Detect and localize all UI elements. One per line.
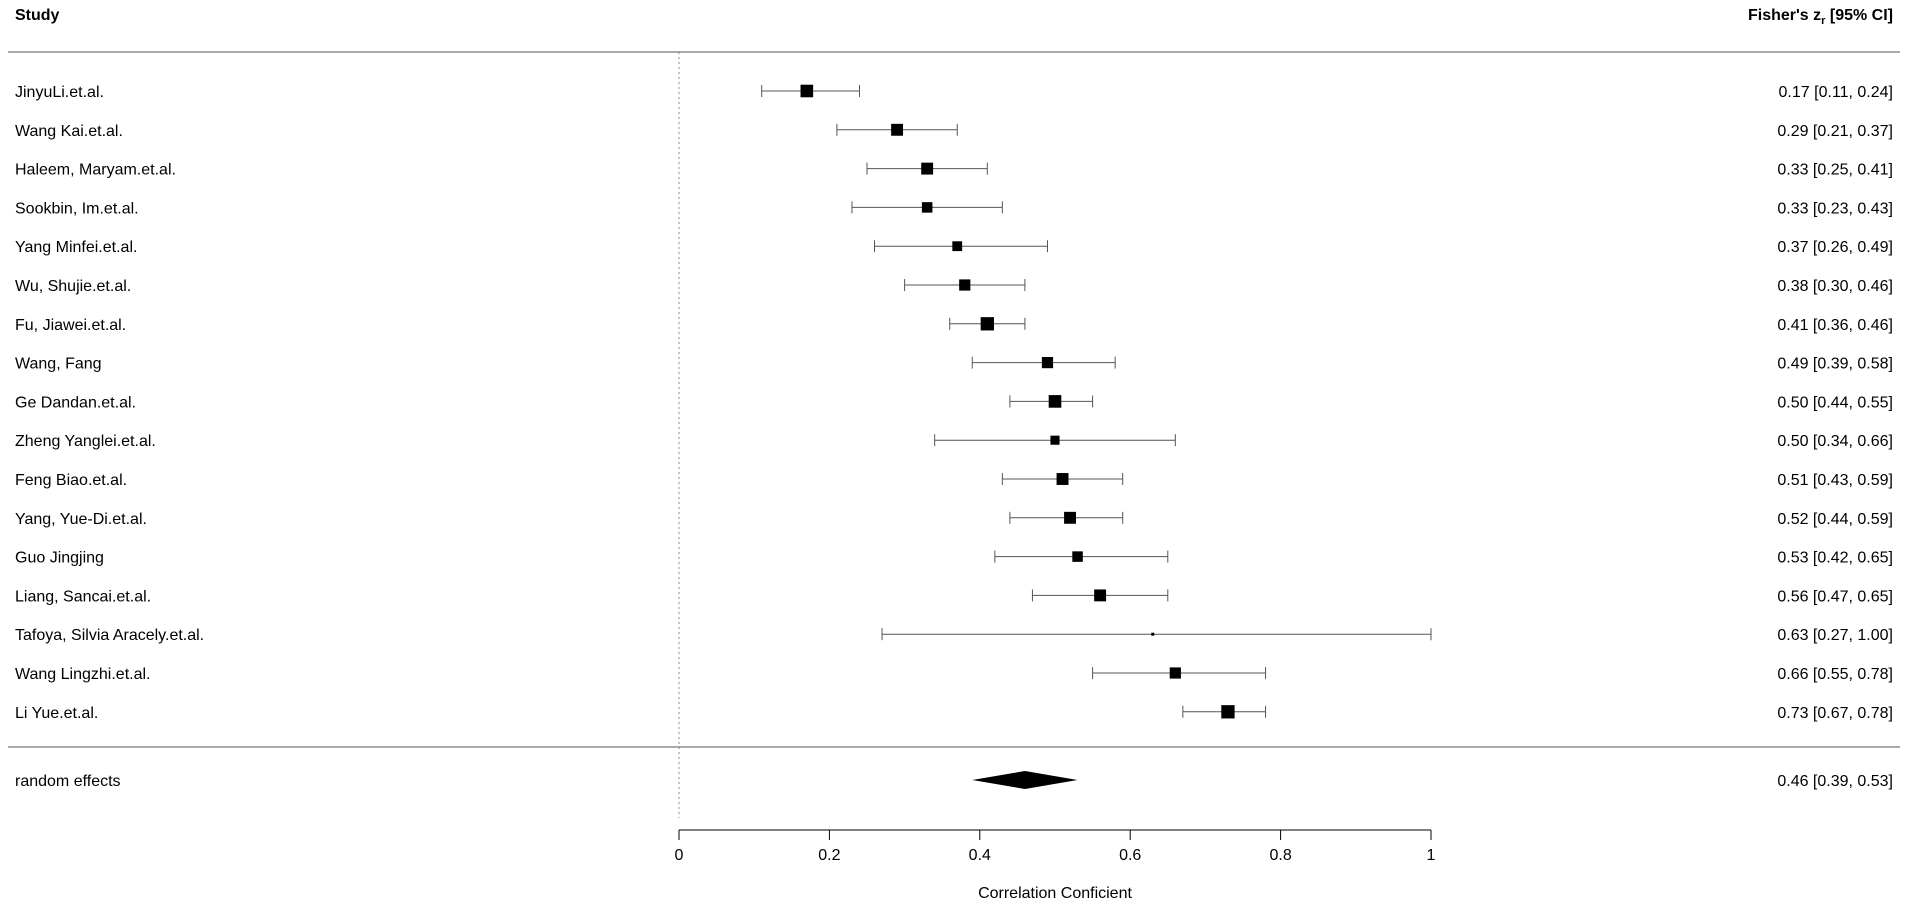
study-name: Zheng Yanglei.et.al.	[15, 433, 156, 450]
x-tick-label: 0	[675, 847, 684, 864]
point-estimate	[891, 123, 904, 136]
header-effect-size: Fisher's zr [95% CI]	[1748, 7, 1893, 27]
study-row: Liang, Sancai.et.al. 0.56 [0.47, 0.65]	[15, 588, 1893, 605]
point-estimate	[921, 202, 933, 213]
estimate-text: 0.33 [0.23, 0.43]	[1777, 200, 1893, 217]
point-estimate	[980, 317, 994, 331]
point-estimate	[952, 241, 963, 252]
study-rows: JinyuLi.et.al. 0.17 [0.11, 0.24] Wang Kai.…	[15, 84, 1893, 722]
study-name: Wu, Shujie.et.al.	[15, 278, 131, 295]
estimate-text: 0.41 [0.36, 0.46]	[1777, 317, 1893, 334]
point-estimate	[1221, 705, 1235, 719]
study-row: Ge Dandan.et.al. 0.50 [0.44, 0.55]	[15, 394, 1893, 411]
summary-label: random effects	[15, 773, 121, 790]
study-row: Feng Biao.et.al. 0.51 [0.43, 0.59]	[15, 472, 1893, 489]
estimate-text: 0.63 [0.27, 1.00]	[1777, 627, 1893, 644]
estimate-text: 0.50 [0.34, 0.66]	[1777, 433, 1893, 450]
study-name: Feng Biao.et.al.	[15, 472, 127, 489]
x-tick-label: 0.8	[1269, 847, 1291, 864]
point-estimate	[1151, 632, 1155, 636]
study-name: Liang, Sancai.et.al.	[15, 588, 151, 605]
header-effect-prefix: Fisher's z	[1748, 7, 1821, 24]
estimate-text: 0.37 [0.26, 0.49]	[1777, 239, 1893, 256]
study-row: Wu, Shujie.et.al. 0.38 [0.30, 0.46]	[15, 278, 1893, 295]
point-estimate	[1050, 435, 1060, 445]
estimate-text: 0.56 [0.47, 0.65]	[1777, 588, 1893, 605]
study-name: Fu, Jiawei.et.al.	[15, 317, 126, 334]
estimate-text: 0.66 [0.55, 0.78]	[1777, 666, 1893, 683]
x-axis: 0 0.2 0.4 0.6 0.8 1	[675, 829, 1436, 864]
x-tick-label: 0.4	[969, 847, 991, 864]
study-row: Zheng Yanglei.et.al. 0.50 [0.34, 0.66]	[15, 433, 1893, 450]
point-estimate	[1072, 551, 1083, 562]
point-estimate	[1048, 395, 1062, 408]
estimate-text: 0.52 [0.44, 0.59]	[1777, 511, 1893, 528]
point-estimate	[1094, 589, 1107, 602]
estimate-text: 0.51 [0.43, 0.59]	[1777, 472, 1893, 489]
study-name: JinyuLi.et.al.	[15, 84, 104, 101]
study-row: Tafoya, Silvia Aracely.et.al. 0.63 [0.27,…	[15, 627, 1893, 644]
summary-estimate-text: 0.46 [0.39, 0.53]	[1777, 773, 1893, 790]
estimate-text: 0.29 [0.21, 0.37]	[1777, 123, 1893, 140]
study-name: Yang Minfei.et.al.	[15, 239, 137, 256]
study-name: Yang, Yue-Di.et.al.	[15, 511, 147, 528]
estimate-text: 0.33 [0.25, 0.41]	[1777, 162, 1893, 179]
study-name: Haleem, Maryam.et.al.	[15, 162, 176, 179]
study-name: Li Yue.et.al.	[15, 705, 98, 722]
point-estimate	[1064, 511, 1076, 524]
study-row: Yang Minfei.et.al. 0.37 [0.26, 0.49]	[15, 239, 1893, 256]
point-estimate	[921, 162, 934, 175]
study-row: Wang Lingzhi.et.al. 0.66 [0.55, 0.78]	[15, 666, 1893, 683]
study-name: Wang, Fang	[15, 356, 102, 373]
x-tick-label: 0.6	[1119, 847, 1141, 864]
point-estimate	[1041, 357, 1054, 369]
study-row: Sookbin, Im.et.al. 0.33 [0.23, 0.43]	[15, 200, 1893, 217]
estimate-text: 0.73 [0.67, 0.78]	[1777, 705, 1893, 722]
estimate-text: 0.49 [0.39, 0.58]	[1777, 356, 1893, 373]
point-estimate	[800, 84, 814, 98]
estimate-text: 0.38 [0.30, 0.46]	[1777, 278, 1893, 295]
study-row: JinyuLi.et.al. 0.17 [0.11, 0.24]	[15, 84, 1893, 101]
x-tick-label: 1	[1427, 847, 1436, 864]
study-row: Li Yue.et.al. 0.73 [0.67, 0.78]	[15, 705, 1893, 722]
point-estimate	[1169, 667, 1181, 679]
header-effect-subscript: r	[1821, 15, 1826, 27]
study-row: Yang, Yue-Di.et.al. 0.52 [0.44, 0.59]	[15, 511, 1893, 528]
x-axis-label: Correlation Conficient	[978, 885, 1132, 902]
study-name: Tafoya, Silvia Aracely.et.al.	[15, 627, 204, 644]
estimate-text: 0.17 [0.11, 0.24]	[1779, 84, 1893, 101]
study-row: Guo Jingjing 0.53 [0.42, 0.65]	[15, 550, 1893, 567]
x-tick-label: 0.2	[818, 847, 840, 864]
point-estimate	[1056, 473, 1069, 485]
point-estimate	[959, 279, 971, 291]
study-name: Sookbin, Im.et.al.	[15, 200, 139, 217]
study-name: Ge Dandan.et.al.	[15, 394, 136, 411]
estimate-text: 0.50 [0.44, 0.55]	[1777, 394, 1893, 411]
study-row: Fu, Jiawei.et.al. 0.41 [0.36, 0.46]	[15, 317, 1893, 334]
study-name: Guo Jingjing	[15, 550, 104, 567]
study-row: Haleem, Maryam.et.al. 0.33 [0.25, 0.41]	[15, 162, 1893, 179]
estimate-text: 0.53 [0.42, 0.65]	[1777, 550, 1893, 567]
header-study: Study	[15, 7, 60, 24]
study-row: Wang Kai.et.al. 0.29 [0.21, 0.37]	[15, 123, 1893, 140]
header-effect-suffix: [95% CI]	[1825, 7, 1893, 24]
study-row: Wang, Fang 0.49 [0.39, 0.58]	[15, 356, 1893, 373]
study-name: Wang Kai.et.al.	[15, 123, 123, 140]
summary-diamond	[972, 771, 1078, 789]
study-name: Wang Lingzhi.et.al.	[15, 666, 150, 683]
